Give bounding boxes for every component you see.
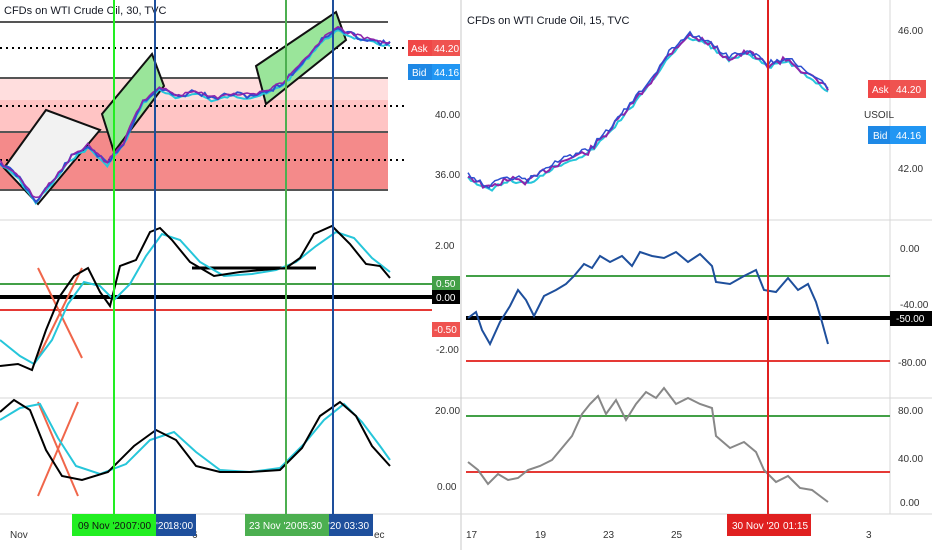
bid-label: Bid <box>873 131 887 142</box>
right-oscillator-2-pane[interactable]: 80.00 40.00 0.00 <box>466 386 923 509</box>
marker-date: '20 <box>156 521 169 532</box>
bid-value: 44.16 <box>896 131 921 142</box>
x-tick: Nov <box>10 530 28 541</box>
marker-tag-red <box>727 514 811 536</box>
bid-label: Bid <box>412 68 426 79</box>
osc2-tick: 20.00 <box>435 406 460 417</box>
osc2-tick: 40.00 <box>898 454 923 465</box>
left-time-axis[interactable]: Nov 6 ec 09 Nov '20 07:00 '20 18:00 23 N… <box>10 514 385 541</box>
osc1-tick: 2.00 <box>435 241 455 252</box>
marker-time: 18:00 <box>168 521 193 532</box>
bid-value-box <box>432 64 460 80</box>
osc1-tag-lower <box>432 322 460 337</box>
cross-mark <box>37 401 79 497</box>
marker-time: 05:30 <box>297 521 322 532</box>
channel-shape <box>100 52 166 155</box>
right-chart-title: CFDs on WTI Crude Oil, 15, TVC <box>467 15 629 27</box>
price-line-cyan <box>467 35 829 192</box>
osc1-tick: 0.00 <box>900 244 920 255</box>
left-price-tick: 36.00 <box>435 170 460 181</box>
right-price-tick: 46.00 <box>898 26 923 37</box>
bid-label-box <box>408 64 432 80</box>
osc1-tick: 0.50 <box>436 279 456 290</box>
osc2-main-line <box>0 398 391 482</box>
marker-tag-green <box>245 514 329 536</box>
ask-label-box <box>868 80 890 98</box>
marker-time: 07:00 <box>126 521 151 532</box>
marker-tag-blue <box>329 514 373 536</box>
right-price-tick: 42.00 <box>898 164 923 175</box>
symbol-label: USOIL <box>864 110 894 121</box>
marker-time: 01:15 <box>783 521 808 532</box>
left-oscillator-1-pane[interactable]: 2.00 0.50 0.00 -0.50 -2.00 <box>0 224 460 372</box>
ask-value-box <box>890 80 926 98</box>
osc1-tick: 0.00 <box>436 293 456 304</box>
osc1-tick: -50.00 <box>896 314 925 325</box>
osc1-tag-zero <box>432 290 460 304</box>
zone-light <box>0 78 388 100</box>
x-tick: 19 <box>535 530 547 541</box>
osc1-tick: -2.00 <box>436 345 459 356</box>
ask-label-box <box>408 40 432 56</box>
osc1-tag-upper <box>432 276 460 291</box>
marker-date: '20 <box>328 521 341 532</box>
channel-shape <box>2 108 102 206</box>
bid-label-box <box>868 126 890 144</box>
price-line-blue <box>467 30 829 189</box>
osc2-tick: 0.00 <box>437 482 457 493</box>
left-chart-title: CFDs on WTI Crude Oil, 30, TVC <box>4 5 166 17</box>
right-price-pane[interactable]: CFDs on WTI Crude Oil, 15, TVC 46.00 42.… <box>467 15 926 192</box>
ask-value: 44.20 <box>896 85 921 96</box>
osc1-tick: -0.50 <box>434 325 457 336</box>
osc2-tick: 0.00 <box>900 498 920 509</box>
ask-label: Ask <box>411 44 429 55</box>
osc1-tick: -80.00 <box>898 358 927 369</box>
osc1-main-line <box>0 224 391 372</box>
bid-value: 44.16 <box>434 68 459 79</box>
right-time-axis[interactable]: 17 19 23 25 3 30 Nov '20 01:15 <box>466 514 872 541</box>
ask-value-box <box>432 40 460 56</box>
osc2-tick: 80.00 <box>898 406 923 417</box>
marker-tag-blue <box>156 514 196 536</box>
osc1-line <box>467 250 829 347</box>
marker-date: 23 Nov '20 <box>249 521 297 532</box>
ask-value: 44.20 <box>434 44 459 55</box>
osc2-line <box>467 386 829 503</box>
osc1-tag-mid <box>890 311 932 326</box>
osc1-signal-line <box>0 230 391 366</box>
ask-label: Ask <box>872 85 890 96</box>
x-tick: ec <box>374 530 385 541</box>
marker-time: 03:30 <box>344 521 369 532</box>
price-line-purple <box>467 32 829 190</box>
right-oscillator-1-pane[interactable]: 0.00 -40.00 -50.00 -80.00 <box>466 244 932 369</box>
bid-value-box <box>890 126 926 144</box>
x-tick: 3 <box>866 530 872 541</box>
left-price-pane[interactable]: CFDs on WTI Crude Oil, 30, TVC 40.00 36.… <box>0 5 460 206</box>
marker-date: 30 Nov '20 <box>732 521 780 532</box>
marker-tag-green <box>72 514 156 536</box>
osc1-tick: -40.00 <box>900 300 929 311</box>
price-line-purple <box>0 25 391 199</box>
x-tick: 25 <box>671 530 683 541</box>
x-tick: 17 <box>466 530 478 541</box>
left-oscillator-2-pane[interactable]: 20.00 0.00 <box>0 398 460 497</box>
left-price-tick: 40.00 <box>435 110 460 121</box>
osc2-signal-line <box>0 402 391 476</box>
cross-mark <box>37 267 83 359</box>
marker-date: 09 Nov '20 <box>78 521 126 532</box>
x-tick: 23 <box>603 530 615 541</box>
